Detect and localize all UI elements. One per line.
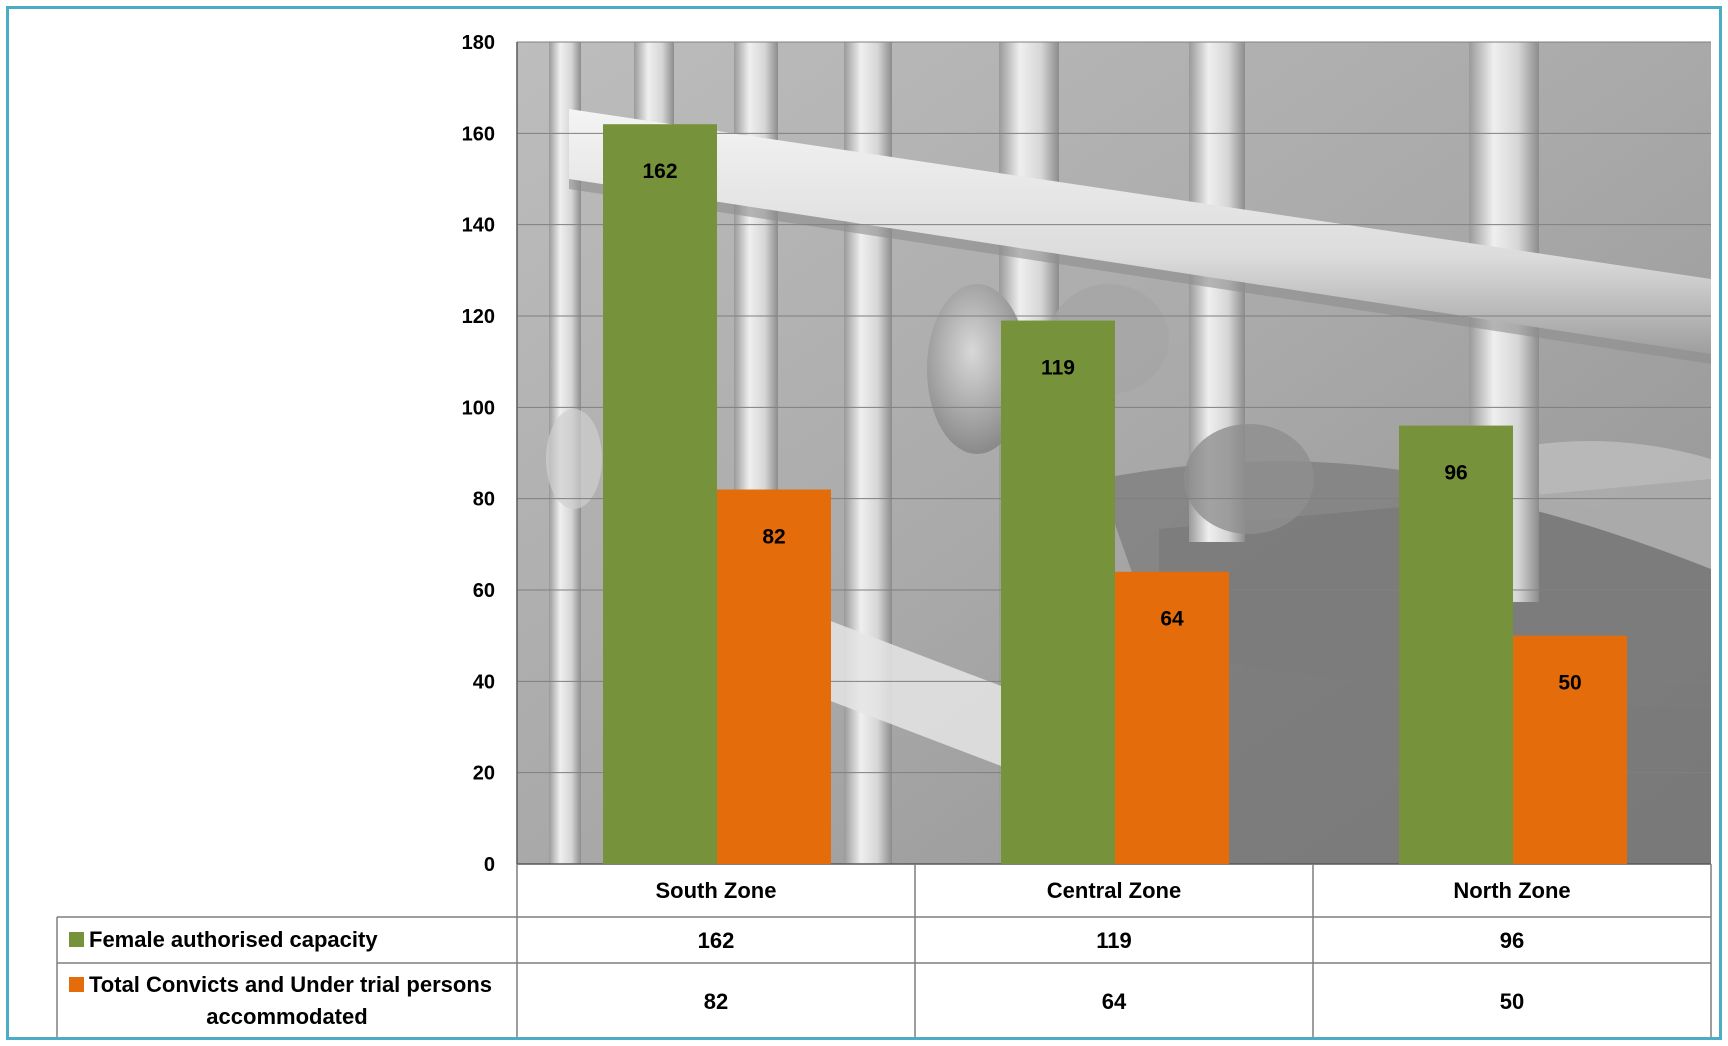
bar (1115, 571, 1229, 864)
bar (717, 489, 831, 864)
y-tick-label: 40 (473, 671, 495, 693)
bar (1399, 425, 1513, 864)
data-table: South Zone Central Zone North Zone Female a… (56, 864, 1712, 1037)
series-name: Female authorised capacity (89, 927, 378, 952)
table-value: 162 (698, 928, 735, 953)
table-value: 50 (1500, 989, 1524, 1014)
y-tick-label: 20 (473, 763, 495, 785)
bars (603, 124, 1627, 865)
y-tick-label: 160 (462, 123, 495, 145)
series-name: Total Convicts and Under trial persons (89, 972, 492, 997)
table-value: 64 (1102, 989, 1127, 1014)
data-label: 162 (642, 160, 677, 183)
data-label: 50 (1558, 672, 1581, 695)
data-label: 82 (762, 526, 785, 549)
bar (1513, 635, 1627, 864)
category-label: North Zone (1453, 878, 1570, 903)
data-label: 96 (1444, 462, 1467, 485)
table-value: 96 (1500, 928, 1524, 953)
y-tick-label: 140 (462, 215, 495, 237)
data-label: 119 (1041, 357, 1075, 380)
table-value: 82 (704, 989, 728, 1014)
y-tick-label: 180 (462, 32, 495, 54)
table-value: 119 (1096, 928, 1132, 953)
category-label: Central Zone (1047, 878, 1181, 903)
series-name: accommodated (206, 1004, 367, 1029)
data-labels: 162 82 119 64 96 50 (642, 160, 1581, 694)
data-label: 64 (1160, 608, 1184, 631)
bar (603, 124, 717, 864)
y-tick-label: 120 (462, 306, 495, 328)
chart-frame: 0 20 40 60 80 100 120 140 160 180 162 82 119 64 96 50 … (6, 6, 1722, 1040)
y-tick-label: 100 (462, 397, 495, 419)
y-tick-label: 80 (473, 489, 495, 511)
legend-swatch (69, 932, 84, 947)
y-tick-label: 0 (484, 854, 495, 876)
category-label: South Zone (656, 878, 777, 903)
legend-swatch (69, 977, 84, 992)
y-tick-label: 60 (473, 580, 495, 602)
bar (1001, 320, 1115, 865)
